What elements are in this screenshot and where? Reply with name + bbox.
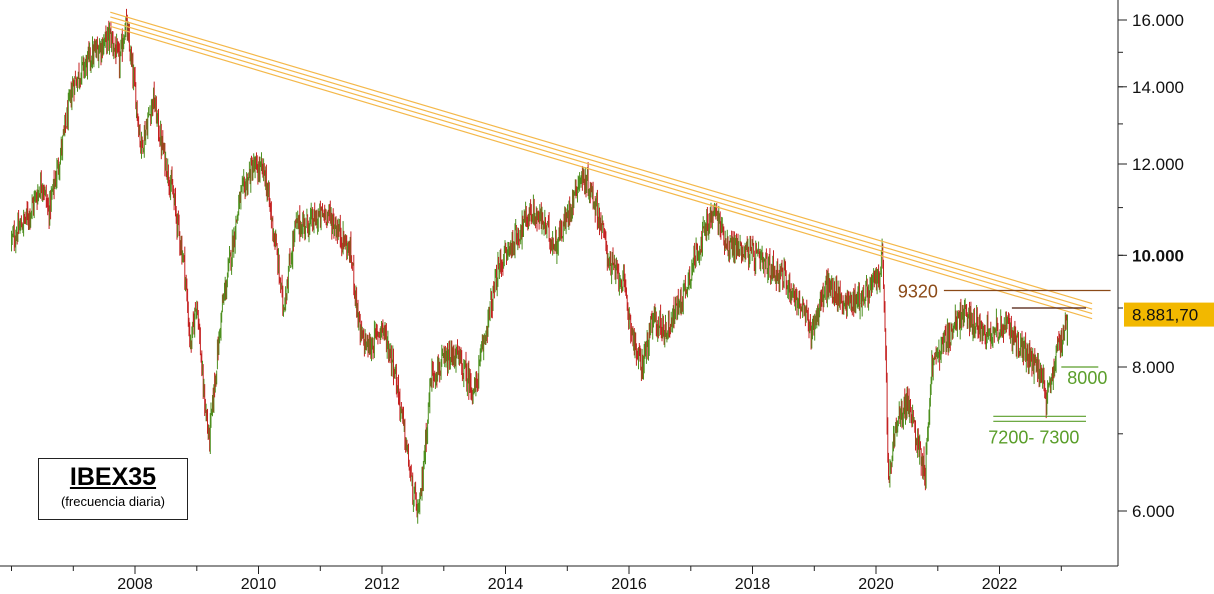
level-lines: 9320 8000 7200- 7300 — [898, 282, 1111, 447]
price-candles — [11, 8, 1069, 524]
y-tick-label: 8.000 — [1132, 358, 1175, 377]
trend-4 — [110, 25, 1093, 320]
x-tick-label: 2012 — [364, 576, 400, 593]
x-tick-label: 2008 — [117, 576, 153, 593]
x-tick-label: 2016 — [611, 576, 647, 593]
y-tick-label: 6.000 — [1132, 502, 1175, 521]
last-price-label: 8.881,70 — [1132, 306, 1198, 325]
chart-title: IBEX35 — [69, 463, 157, 491]
trendlines — [110, 11, 1093, 320]
x-tick-label: 2014 — [488, 576, 524, 593]
chart-subtitle: (frecuencia diaria) — [60, 494, 166, 509]
y-tick-label: 16.000 — [1132, 11, 1184, 30]
x-tick-label: 2010 — [241, 576, 277, 593]
last-price-tag — [1124, 302, 1214, 327]
x-tick-label: 2018 — [735, 576, 771, 593]
support-7200-label: 7200- 7300 — [988, 427, 1079, 447]
title-box: IBEX35 (frecuencia diaria) — [38, 458, 188, 520]
x-tick-label: 2020 — [858, 576, 894, 593]
support-8000-label: 8000 — [1067, 368, 1107, 388]
x-tick-label: 2022 — [982, 576, 1018, 593]
y-tick-label: 10.000 — [1132, 246, 1184, 265]
resistance-9320-label: 9320 — [898, 282, 938, 302]
trend-2 — [110, 16, 1093, 310]
trend-1 — [110, 11, 1093, 305]
y-tick-label: 14.000 — [1132, 78, 1184, 97]
y-tick-label: 12.000 — [1132, 155, 1184, 174]
trend-3 — [110, 21, 1093, 315]
